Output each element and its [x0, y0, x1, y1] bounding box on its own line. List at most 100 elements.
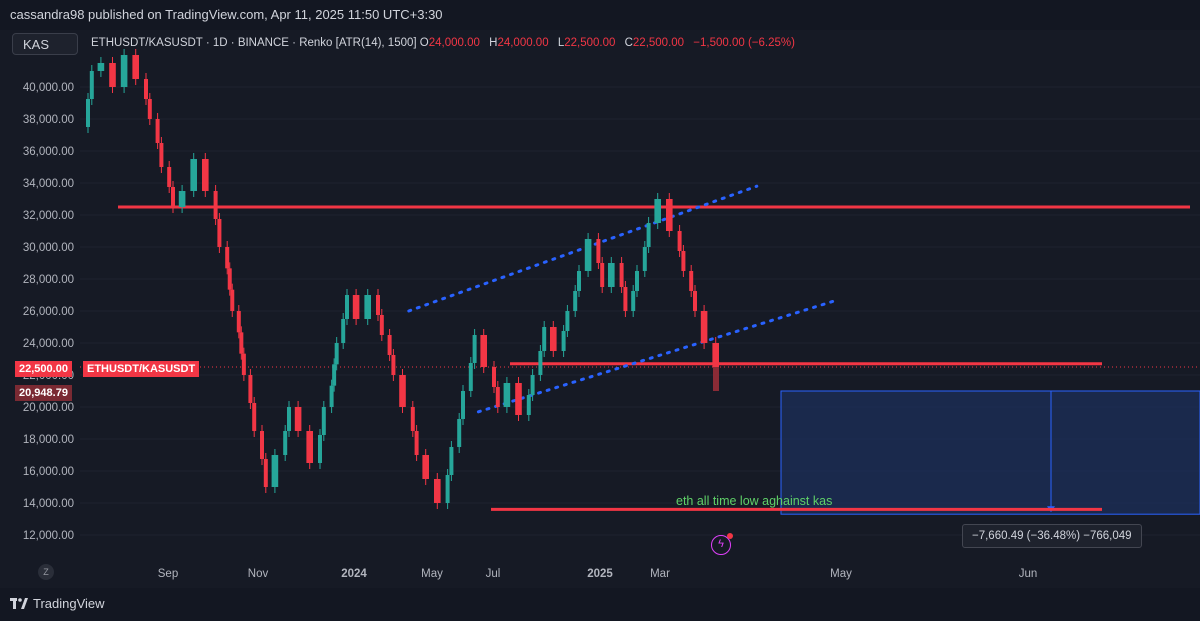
legend-sep-3: · — [292, 37, 296, 49]
down-brick — [677, 231, 682, 251]
up-brick — [654, 199, 661, 223]
time-axis: Sep Nov 2024 May Jul 2025 Mar May Jun — [158, 568, 1038, 580]
legend-change: −1,500.00 (−6.25%) — [693, 37, 795, 49]
y-tick-label: 34,000.00 — [23, 178, 74, 190]
y-tick-label: 38,000.00 — [23, 114, 74, 126]
up-brick — [457, 419, 462, 447]
legend-l-label: L — [557, 37, 565, 49]
publisher-line: cassandra98 published on TradingView.com… — [10, 7, 443, 22]
y-tick-label: 32,000.00 — [23, 210, 74, 222]
up-brick — [561, 331, 566, 351]
down-brick — [666, 199, 673, 231]
down-brick — [623, 287, 628, 311]
legend-symbol[interactable]: ETHUSDT/KASUSDT — [91, 37, 203, 49]
x-tick-label: Jun — [1019, 568, 1038, 580]
down-brick — [230, 289, 235, 311]
y-tick-label: 24,000.00 — [23, 338, 74, 350]
down-brick — [109, 63, 116, 87]
measure-rect — [780, 390, 1200, 515]
channel-lower-line — [476, 298, 840, 414]
up-brick — [608, 263, 615, 287]
down-brick — [619, 263, 624, 287]
down-brick — [550, 327, 557, 351]
up-brick — [321, 407, 326, 435]
y-tick-label: 36,000.00 — [23, 146, 74, 158]
last-price-badge: 22,500.00 — [15, 361, 72, 377]
down-brick — [241, 353, 246, 375]
chart-legend: ETHUSDT/KASUSDT · 1D · BINANCE · Renko [… — [91, 37, 801, 49]
flash-icon[interactable]: ϟ — [711, 535, 731, 555]
up-brick — [89, 71, 94, 99]
legend-h-label: H — [489, 37, 498, 49]
down-brick — [422, 455, 429, 479]
down-brick — [225, 247, 230, 269]
down-brick — [480, 335, 487, 367]
legend-h-value: 24,000.00 — [497, 37, 549, 49]
down-brick — [260, 431, 264, 459]
up-brick — [329, 385, 334, 407]
y-tick-label: 30,000.00 — [23, 242, 74, 254]
up-brick — [526, 395, 531, 415]
measurement-label[interactable]: −7,660.49 (−36.48%) −766,049 — [962, 524, 1142, 548]
down-brick — [410, 407, 415, 431]
up-brick — [334, 343, 339, 365]
up-brick — [341, 319, 346, 343]
down-brick — [515, 383, 522, 415]
y-tick-label: 18,000.00 — [23, 434, 74, 446]
down-brick — [596, 239, 601, 263]
down-brick — [399, 375, 406, 407]
down-brick — [263, 459, 268, 487]
x-tick-label: May — [830, 568, 852, 580]
timezone-button[interactable]: Z — [38, 564, 54, 580]
up-brick — [573, 291, 578, 311]
horizontal-lines — [80, 205, 1200, 511]
y-tick-label: 28,000.00 — [23, 274, 74, 286]
legend-o-label: O — [419, 37, 429, 49]
down-brick — [700, 311, 708, 343]
up-brick — [542, 327, 547, 351]
legend-chart-style: Renko [ATR(14), 1500] — [299, 37, 417, 49]
down-brick — [248, 375, 253, 403]
up-brick — [468, 363, 473, 391]
y-tick-label: 12,000.00 — [23, 530, 74, 542]
down-brick — [217, 219, 222, 247]
down-brick — [227, 268, 232, 290]
all-time-low-annotation[interactable]: eth all time low aghainst kas — [676, 494, 833, 508]
down-brick — [352, 295, 360, 319]
up-brick — [271, 455, 279, 487]
x-tick-label: May — [421, 568, 443, 580]
down-brick — [155, 119, 160, 143]
x-tick-label: 2025 — [587, 568, 613, 580]
symbol-search-input[interactable]: KAS — [12, 33, 78, 55]
down-brick — [306, 431, 313, 463]
up-brick — [565, 311, 570, 331]
down-brick — [213, 191, 218, 219]
up-brick — [635, 271, 639, 291]
up-brick — [646, 223, 651, 247]
publisher-bar: cassandra98 published on TradingView.com… — [0, 0, 1200, 30]
down-brick — [294, 407, 302, 431]
up-brick — [178, 191, 186, 207]
y-tick-label: 14,000.00 — [23, 498, 74, 510]
last-symbol-badge: ETHUSDT/KASUSDT — [83, 361, 200, 377]
down-brick — [159, 143, 164, 167]
up-brick — [631, 291, 636, 311]
tradingview-logo[interactable]: TradingView — [10, 596, 105, 611]
down-brick — [239, 332, 244, 354]
x-tick-label: Jul — [486, 568, 501, 580]
measure-range — [780, 390, 1200, 515]
up-brick — [86, 99, 90, 127]
up-brick — [538, 351, 543, 375]
down-brick — [495, 387, 500, 407]
down-brick — [236, 311, 241, 333]
down-brick — [376, 295, 380, 315]
legend-interval: 1D — [212, 37, 228, 49]
trend-channel — [407, 184, 840, 414]
legend-c-value: 22,500.00 — [632, 37, 685, 49]
x-tick-label: Nov — [248, 568, 269, 580]
up-brick — [461, 391, 465, 419]
down-brick — [147, 99, 152, 119]
down-brick — [492, 367, 496, 387]
footer-bar — [0, 588, 1200, 621]
